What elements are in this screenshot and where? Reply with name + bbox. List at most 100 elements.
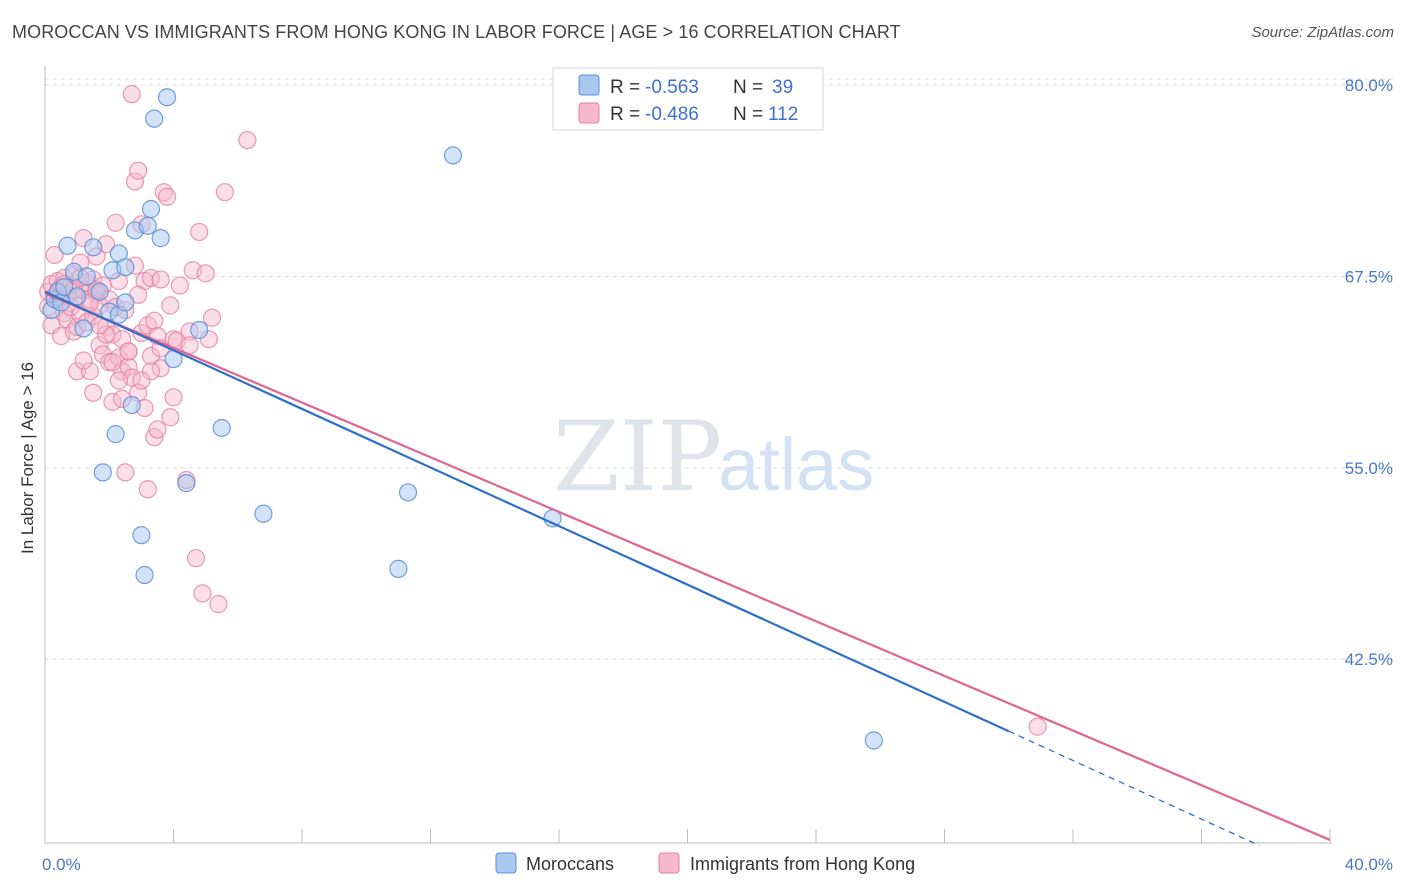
data-point-hk bbox=[148, 420, 167, 439]
data-point-hk bbox=[119, 342, 138, 361]
data-point-moroccans bbox=[141, 199, 161, 219]
data-point-hk bbox=[109, 371, 128, 390]
legend-r-label-2: R = bbox=[610, 104, 640, 125]
data-point-hk bbox=[68, 362, 87, 381]
data-point-moroccans bbox=[212, 418, 231, 438]
data-point-hk bbox=[103, 353, 122, 372]
data-point-hk bbox=[161, 408, 180, 427]
data-point-moroccans bbox=[84, 238, 103, 257]
watermark-atlas: atlas bbox=[718, 423, 874, 506]
data-point-hk bbox=[74, 351, 93, 370]
data-point-moroccans bbox=[132, 526, 151, 545]
data-point-moroccans bbox=[116, 293, 135, 312]
data-point-hk bbox=[202, 308, 222, 327]
legend-moroccans-n: 39 bbox=[772, 77, 793, 98]
data-point-moroccans bbox=[116, 258, 135, 277]
trend-line-moroccans-extension bbox=[1008, 730, 1260, 847]
stats-legend: R = -0.563 N = 39 R = -0.486 N = 112 bbox=[552, 67, 824, 131]
data-point-hk bbox=[196, 264, 215, 283]
data-point-moroccans bbox=[74, 319, 93, 338]
trend-line-hk bbox=[44, 292, 1331, 841]
data-point-hk bbox=[129, 161, 148, 180]
data-point-hk bbox=[96, 325, 116, 344]
data-point-hk bbox=[193, 584, 212, 603]
data-point-hk bbox=[141, 362, 161, 381]
data-point-moroccans bbox=[68, 287, 87, 306]
x-tick-labels: 0.0% 40.0% bbox=[42, 855, 1393, 874]
legend-n-label: N = bbox=[733, 77, 763, 98]
data-point-hk bbox=[125, 172, 145, 191]
x-tick-label: 0.0% bbox=[42, 855, 81, 874]
grid-lines bbox=[45, 78, 1393, 660]
legend-hk-n: 112 bbox=[768, 104, 798, 125]
data-point-hk bbox=[138, 480, 157, 499]
y-tick-label: 80.0% bbox=[1345, 76, 1393, 95]
data-point-hk bbox=[45, 245, 64, 265]
data-point-hk bbox=[186, 549, 206, 568]
data-point-hk bbox=[1028, 717, 1047, 736]
data-point-hk bbox=[145, 311, 164, 330]
data-point-moroccans bbox=[151, 229, 170, 248]
bottom-legend-hk: Immigrants from Hong Kong bbox=[690, 854, 915, 874]
source-label: Source: ZipAtlas.com bbox=[1251, 24, 1394, 41]
y-tick-label: 67.5% bbox=[1345, 267, 1393, 286]
data-point-hk bbox=[209, 595, 228, 614]
trend-line-moroccans bbox=[44, 290, 1010, 733]
data-point-hk bbox=[215, 183, 234, 202]
y-axis-label: In Labor Force | Age > 16 bbox=[18, 362, 37, 554]
y-tick-label: 42.5% bbox=[1345, 650, 1393, 669]
y-tick-labels: 42.5% 55.0% 67.5% 80.0% bbox=[1345, 76, 1393, 669]
chart-title: MOROCCAN VS IMMIGRANTS FROM HONG KONG IN… bbox=[12, 22, 901, 42]
legend-swatch-hk bbox=[578, 102, 600, 124]
legend-swatch-moroccans bbox=[578, 74, 600, 96]
data-point-moroccans bbox=[135, 565, 154, 585]
legend-n-label-2: N = bbox=[733, 104, 763, 125]
bottom-legend-moroccans: Moroccans bbox=[526, 854, 614, 874]
data-point-moroccans bbox=[58, 236, 77, 255]
data-point-hk bbox=[164, 388, 183, 407]
data-point-moroccans bbox=[190, 320, 209, 340]
series-legend: Moroccans Immigrants from Hong Kong bbox=[495, 852, 915, 874]
data-point-hk bbox=[132, 371, 151, 390]
legend-hk-r: -0.486 bbox=[645, 104, 699, 125]
data-point-hk bbox=[157, 187, 177, 206]
x-tick-label: 40.0% bbox=[1345, 855, 1393, 874]
bottom-swatch-moroccans bbox=[495, 852, 517, 874]
data-point-moroccans bbox=[443, 146, 463, 165]
data-point-moroccans bbox=[157, 88, 177, 107]
bottom-swatch-hk bbox=[658, 852, 680, 874]
legend-r-label: R = bbox=[610, 77, 640, 98]
data-point-moroccans bbox=[138, 216, 157, 235]
data-point-hk bbox=[103, 325, 122, 344]
data-point-moroccans bbox=[389, 559, 408, 578]
data-point-moroccans bbox=[90, 282, 109, 301]
data-point-hk bbox=[190, 222, 209, 242]
watermark: ZIP atlas bbox=[553, 401, 874, 513]
data-point-moroccans bbox=[106, 425, 125, 444]
data-point-moroccans bbox=[398, 483, 418, 502]
trend-lines bbox=[44, 290, 1331, 847]
series-moroccans-points bbox=[42, 88, 883, 750]
data-point-moroccans bbox=[77, 267, 96, 286]
data-point-hk bbox=[116, 463, 135, 482]
data-point-hk bbox=[84, 383, 103, 402]
data-point-moroccans bbox=[93, 463, 112, 482]
axes bbox=[44, 66, 1332, 844]
data-point-moroccans bbox=[177, 474, 196, 493]
series-hk-points bbox=[39, 85, 1047, 736]
data-point-hk bbox=[170, 276, 190, 295]
data-point-moroccans bbox=[864, 731, 883, 750]
data-point-moroccans bbox=[254, 504, 273, 523]
data-point-moroccans bbox=[55, 278, 74, 297]
data-point-hk bbox=[238, 131, 257, 150]
data-point-hk bbox=[151, 270, 170, 289]
data-point-hk bbox=[80, 362, 100, 381]
data-point-hk bbox=[109, 348, 128, 367]
data-point-moroccans bbox=[145, 109, 164, 128]
data-point-hk bbox=[122, 85, 141, 104]
data-point-hk bbox=[161, 296, 180, 315]
watermark-zip: ZIP bbox=[553, 401, 722, 513]
y-tick-label: 55.0% bbox=[1345, 459, 1393, 478]
legend-moroccans-r: -0.563 bbox=[645, 77, 699, 98]
